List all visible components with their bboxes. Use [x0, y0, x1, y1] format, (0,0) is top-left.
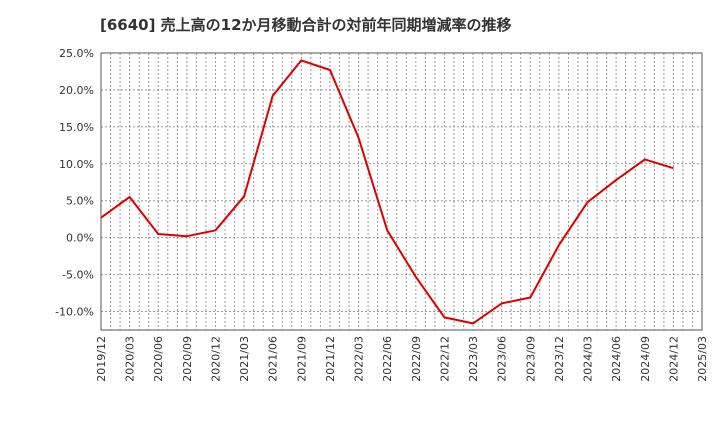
- plot-border: [100, 52, 703, 331]
- x-tick-label: 2023/03: [467, 336, 480, 382]
- x-tick-label: 2022/09: [410, 336, 423, 382]
- y-tick-label: 15.0%: [59, 121, 94, 134]
- x-tick-label: 2023/06: [496, 336, 509, 382]
- y-tick-label: 25.0%: [59, 47, 94, 60]
- x-tick-label: 2021/09: [295, 336, 308, 382]
- x-tick-label: 2021/06: [267, 336, 280, 382]
- x-tick-label: 2021/12: [324, 336, 337, 382]
- x-tick-label: 2020/06: [152, 336, 165, 382]
- x-tick-label: 2022/12: [438, 336, 451, 382]
- y-tick-label: 10.0%: [59, 158, 94, 171]
- y-tick-label: 0.0%: [66, 232, 94, 245]
- y-axis-ticks: 25.0% 20.0% 15.0% 10.0% 5.0% 0.0% -5.0% -10.0%: [55, 47, 94, 319]
- x-tick-label: 2022/06: [381, 336, 394, 382]
- y-tick-label: 5.0%: [66, 195, 94, 208]
- series-layer: [100, 59, 674, 325]
- x-tick-label: 2023/12: [553, 336, 566, 382]
- x-tick-label: 2024/09: [639, 336, 652, 382]
- x-tick-label: 2021/03: [238, 336, 251, 382]
- x-tick-label: 2019/12: [95, 336, 108, 382]
- y-tick-label: -10.0%: [55, 306, 94, 319]
- x-tick-label: 2020/09: [181, 336, 194, 382]
- x-tick-label: 2020/03: [124, 336, 137, 382]
- grid-lines: [101, 52, 702, 330]
- x-tick-label: 2022/03: [353, 336, 366, 382]
- x-tick-label: 2023/09: [524, 336, 537, 382]
- x-tick-label: 2025/03: [696, 336, 709, 382]
- x-tick-label: 2020/12: [209, 336, 222, 382]
- chart-title: [6640] 売上高の12か月移動合計の対前年同期増減率の推移: [100, 16, 512, 34]
- x-tick-label: 2024/06: [610, 336, 623, 382]
- x-tick-label: 2024/12: [667, 336, 680, 382]
- y-tick-label: -5.0%: [62, 269, 94, 282]
- x-axis-ticks: 2019/12 2020/03 2020/06 2020/09 2020/12 2021/…: [95, 336, 709, 382]
- series-line: [100, 59, 674, 325]
- y-tick-label: 20.0%: [59, 84, 94, 97]
- x-tick-label: 2024/03: [582, 336, 595, 382]
